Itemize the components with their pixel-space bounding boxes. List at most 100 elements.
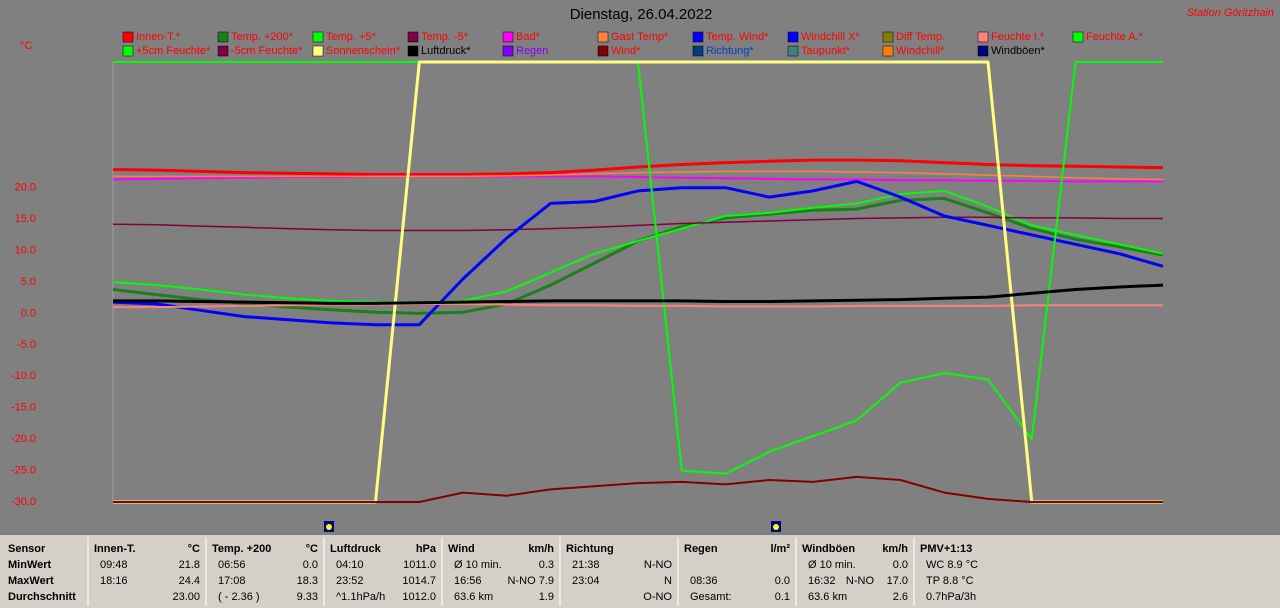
legend-label: Feuchte I.* [991,31,1045,43]
cell: N-NO 7.9 [508,575,554,587]
cell: 0.0 [893,559,908,571]
legend-label: Temp. +200* [231,31,294,43]
cell: 18.3 [297,575,318,587]
cell: N-NO [846,575,875,587]
legend-label: Bad* [516,31,541,43]
legend-label: +5cm Feuchte* [136,45,211,57]
row-label: MaxWert [8,575,54,587]
cell: 17:08 [218,575,246,587]
legend-swatch [217,45,229,57]
y-tick-label: 0.0 [21,307,36,319]
section-header: Temp. +200 [212,543,271,555]
section-unit: °C [306,543,318,555]
legend-swatch [502,45,514,57]
legend-label: Temp. Wind* [706,31,769,43]
series-line [113,283,1164,305]
icon-sunset [771,521,781,532]
series-line [112,189,1164,304]
series-line [113,475,1163,503]
cell: 18:16 [100,575,128,587]
section-header: Regen [684,543,718,555]
section-unit: °C [188,543,200,555]
cell: 1012.0 [402,591,436,603]
legend-swatch [977,45,989,57]
cell: 21:38 [572,559,600,571]
legend-label: Feuchte A.* [1086,31,1144,43]
cell: 24.4 [179,575,200,587]
y-tick-label: -30.0 [11,496,36,508]
series-line [113,303,1163,309]
legend-swatch [122,31,134,43]
legend-swatch [692,31,704,43]
row-label: Durchschnitt [8,591,76,603]
section-header: Windböen [802,543,855,555]
cell: 17.0 [887,575,908,587]
section-header: PMV+1:13 [920,543,972,555]
series-line [112,179,1164,327]
row-label: Sensor [8,543,46,555]
plot: 20.0 15.0 10.0 5.0 0.0 -5.0 -10.0 -15.0 -20.0 -25… [11,60,1164,508]
section-header: Innen-T. [94,543,136,555]
icon-sunrise [324,521,334,532]
chart-title: Dienstag, 26.04.2022 [570,6,713,23]
legend-label: Temp. +5* [326,31,377,43]
legend-swatch [977,31,989,43]
cell: 0.0 [303,559,318,571]
cell: 0.0 [775,575,790,587]
cell: 21.8 [179,559,200,571]
cell: 0.7hPa/3h [926,591,976,603]
cell: 16:56 [454,575,482,587]
legend-swatch [502,31,514,43]
cell: 9.33 [297,591,318,603]
cell: N [664,575,672,587]
cell: 1.9 [539,591,554,603]
legend-swatch [312,31,324,43]
section-unit: l/m² [770,543,790,555]
series-line [112,158,1164,176]
cell: 16:32 [808,575,836,587]
y-tick-label: 10.0 [15,244,36,256]
legend-label: Gast Temp* [611,31,669,43]
cell: WC 8.9 °C [926,559,978,571]
section-header: Wind [448,543,475,555]
y-tick-label: 15.0 [15,213,36,225]
legend-label: Wind* [611,45,641,57]
legend-swatch [882,45,894,57]
legend-label: -5cm Feuchte* [231,45,303,57]
legend-swatch [787,31,799,43]
legend-swatch [312,45,324,57]
legend-label: Luftdruck* [421,45,471,57]
legend-swatch [597,45,609,57]
cell: 1014.7 [402,575,436,587]
legend-label: Windchill X* [801,31,860,43]
cell: 09:48 [100,559,128,571]
cell: 63.6 km [454,591,493,603]
legend-label: Diff Temp. [896,31,945,43]
legend-swatch [882,31,894,43]
legend-swatch [692,45,704,57]
station-name: Station Göritzhain [1187,7,1274,19]
stats-panel [0,535,1280,608]
legend-swatch [122,45,134,57]
legend-label: Windchill* [896,45,945,57]
stats-table: Sensor MinWert MaxWert Durchschnitt Innen-T.… [8,537,978,606]
cell: 23.00 [172,591,200,603]
section-unit: hPa [416,543,437,555]
legend-swatch [217,31,229,43]
legend-label: Richtung* [706,45,754,57]
legend-label: Innen-T.* [136,31,181,43]
y-tick-label: 20.0 [15,182,36,194]
legend-swatch [787,45,799,57]
legend-swatch [597,31,609,43]
y-tick-label: -15.0 [11,402,36,414]
y-unit: °C [20,40,32,52]
legend-swatch [407,31,419,43]
cell: 23:52 [336,575,364,587]
legend-label: Windböen* [991,45,1046,57]
cell: Ø 10 min. [808,559,856,571]
cell: ^1.1hPa/h [336,591,385,603]
cell: 08:36 [690,575,718,587]
legend: Innen-T.* Temp. +200* Temp. +5* Temp. -5* Ba… [122,31,1144,57]
section-header: Luftdruck [330,543,382,555]
